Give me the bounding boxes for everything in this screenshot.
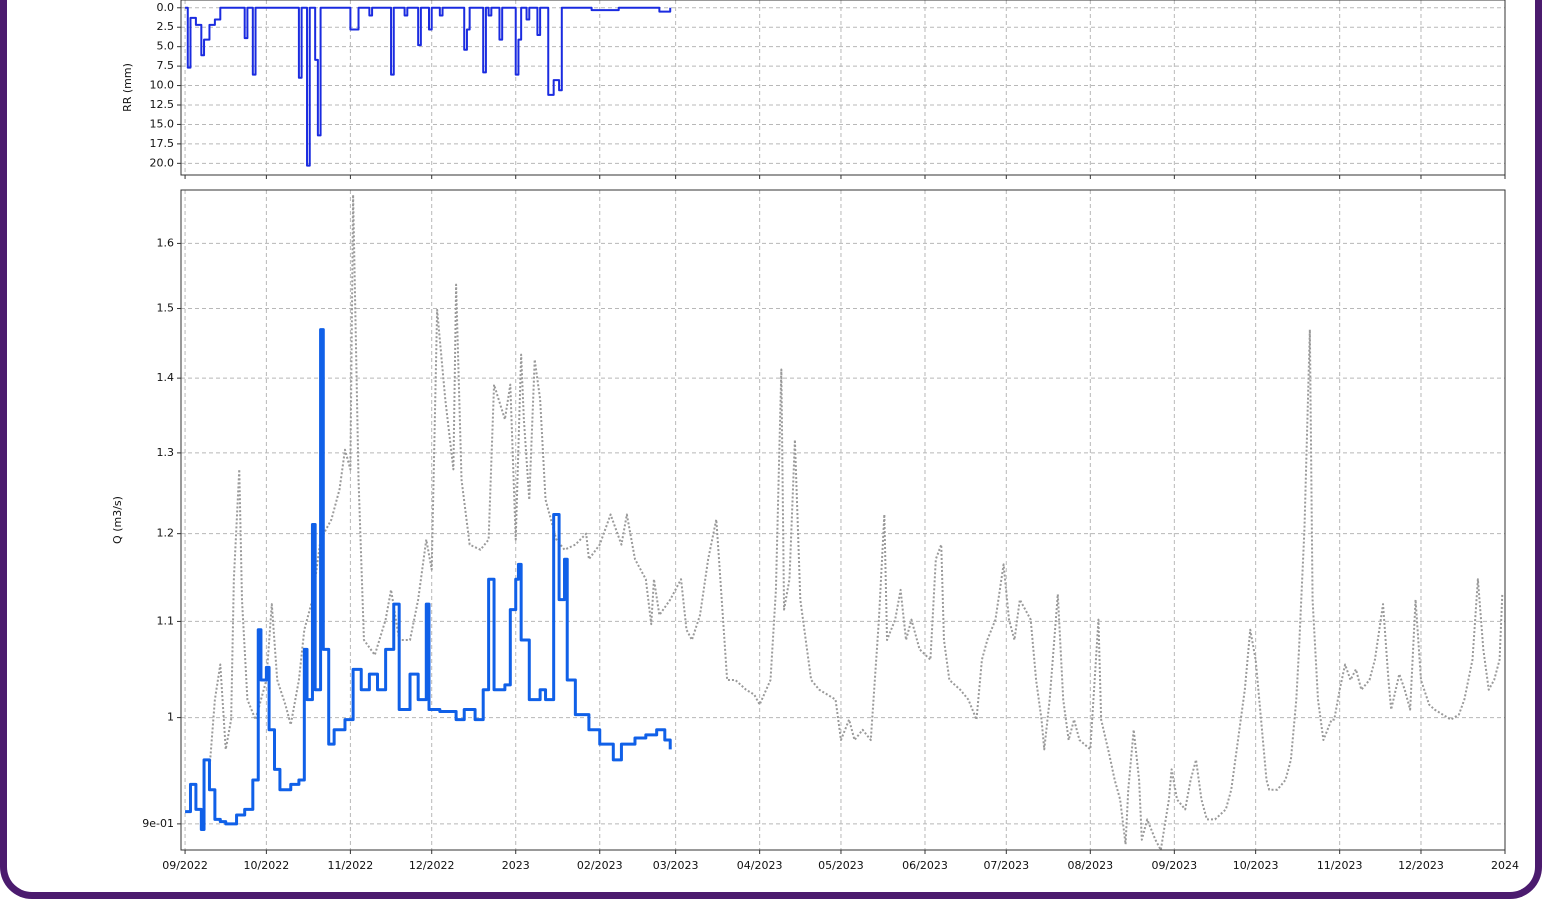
x-tick-label: 10/2023 xyxy=(1233,859,1279,872)
data-line xyxy=(208,193,1504,851)
x-tick-label: 11/2023 xyxy=(1317,859,1363,872)
data-line xyxy=(185,328,672,832)
x-tick-label: 04/2023 xyxy=(737,859,783,872)
x-tick-label: 12/2022 xyxy=(409,859,455,872)
y-tick-label: 10.0 xyxy=(150,79,175,92)
y-tick-label: 1 xyxy=(167,711,174,724)
y-tick-label: 1.5 xyxy=(157,302,175,315)
y-tick-label: 7.5 xyxy=(157,59,175,72)
y-tick-label: 1.3 xyxy=(157,446,175,459)
x-tick-label: 02/2023 xyxy=(577,859,623,872)
x-tick-label: 2024 xyxy=(1491,859,1519,872)
x-tick-label: 08/2023 xyxy=(1067,859,1113,872)
y-tick-label: 1.4 xyxy=(157,371,175,384)
x-tick-label: 05/2023 xyxy=(818,859,864,872)
x-tick-label: 12/2023 xyxy=(1398,859,1444,872)
x-tick-label: 09/2023 xyxy=(1151,859,1197,872)
y-axis-label: Q (m3/s) xyxy=(111,496,124,544)
y-tick-label: 9e-01 xyxy=(142,817,174,830)
y-tick-label: 2.5 xyxy=(157,20,175,33)
plot-frame xyxy=(180,0,1506,176)
data-line xyxy=(185,6,672,167)
x-tick-label: 06/2023 xyxy=(902,859,948,872)
y-tick-label: 20.0 xyxy=(150,156,175,169)
y-tick-label: 1.1 xyxy=(157,614,175,627)
y-tick-label: 1.6 xyxy=(157,236,175,249)
x-tick-label: 09/2022 xyxy=(162,859,208,872)
y-tick-label: 5.0 xyxy=(157,40,175,53)
y-tick-label: 12.5 xyxy=(150,98,175,111)
y-axis-label: RR (mm) xyxy=(121,63,134,112)
y-tick-label: 17.5 xyxy=(150,137,175,150)
x-tick-label: 07/2023 xyxy=(983,859,1029,872)
y-tick-label: 0.0 xyxy=(157,1,175,14)
x-tick-label: 2023 xyxy=(502,859,530,872)
y-tick-label: 15.0 xyxy=(150,117,175,130)
y-tick-label: 1.2 xyxy=(157,527,175,540)
x-tick-label: 03/2023 xyxy=(653,859,699,872)
x-tick-label: 10/2022 xyxy=(244,859,290,872)
x-tick-label: 11/2022 xyxy=(328,859,374,872)
plot-frame xyxy=(180,189,1506,851)
